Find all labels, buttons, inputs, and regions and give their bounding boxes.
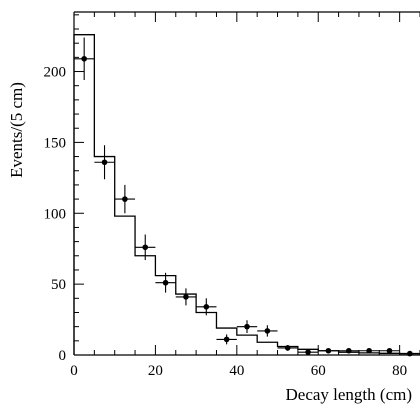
y-tick-label: 50 xyxy=(51,277,66,293)
data-point-marker xyxy=(81,55,87,62)
y-tick-label: 100 xyxy=(44,206,67,222)
y-tick-label: 200 xyxy=(44,65,67,81)
x-tick-label: 60 xyxy=(311,363,326,379)
data-point-marker xyxy=(407,350,413,357)
x-tick-label: 80 xyxy=(392,363,407,379)
data-point-marker xyxy=(142,244,149,251)
data-point xyxy=(114,184,136,214)
data-point-marker xyxy=(203,304,210,310)
data-point-marker xyxy=(183,294,189,300)
data-point xyxy=(277,345,298,351)
data-point xyxy=(379,347,400,354)
data-point-marker xyxy=(223,336,230,343)
y-tick-label: 150 xyxy=(44,135,67,151)
data-point xyxy=(318,347,339,354)
data-point xyxy=(74,37,95,81)
data-point-marker xyxy=(305,349,311,355)
data-point-marker xyxy=(366,347,372,354)
y-tick-label: 0 xyxy=(59,348,67,364)
data-point xyxy=(236,320,258,334)
data-point xyxy=(196,298,217,316)
data-point-marker xyxy=(325,347,332,354)
x-tick-label: 20 xyxy=(148,363,163,379)
data-point xyxy=(216,334,237,345)
data-point xyxy=(135,234,156,261)
data-point xyxy=(399,350,420,357)
data-point xyxy=(338,347,359,354)
data-points-series xyxy=(74,37,420,357)
data-point-marker xyxy=(122,196,128,202)
x-tick-label: 0 xyxy=(70,363,78,379)
x-tick-label: 40 xyxy=(229,363,244,379)
data-point-marker xyxy=(345,347,352,354)
y-axis-label: Events/(5 cm) xyxy=(7,82,26,178)
data-point xyxy=(155,272,176,293)
mc-histogram-line xyxy=(73,34,420,355)
data-point-marker xyxy=(386,347,393,354)
data-point xyxy=(257,325,278,337)
data-point-marker xyxy=(101,159,108,166)
data-point-marker xyxy=(162,279,169,286)
data-point-marker xyxy=(244,323,250,330)
data-point xyxy=(175,288,197,306)
data-point-marker xyxy=(264,328,271,334)
tick-labels: 0 20 40 60 80 0 50 100 150 200 xyxy=(44,65,408,379)
axes xyxy=(73,11,420,356)
x-axis-label: Decay length (cm) xyxy=(286,385,413,404)
data-point-marker xyxy=(284,345,291,351)
mc-histogram-series xyxy=(73,34,420,355)
data-point xyxy=(94,145,115,180)
data-point xyxy=(358,347,380,354)
data-point xyxy=(297,349,319,355)
